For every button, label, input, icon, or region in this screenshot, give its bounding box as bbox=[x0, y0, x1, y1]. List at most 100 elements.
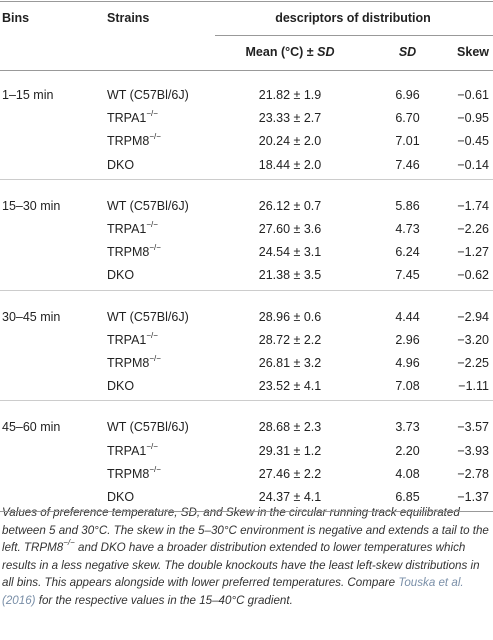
skew-cell: −3.93 bbox=[457, 443, 489, 458]
skew-cell: −1.74 bbox=[457, 198, 489, 213]
sd-cell: 6.96 bbox=[395, 88, 420, 102]
rule bbox=[0, 289, 493, 291]
skew-cell: −0.95 bbox=[457, 111, 489, 126]
header-cell: Mean (°C) ± SD bbox=[215, 44, 365, 60]
sd-cell: 6.70 bbox=[395, 111, 420, 126]
strain-name: DKO bbox=[107, 379, 135, 394]
strain-name: TRPM8 bbox=[107, 245, 150, 260]
strain-cell: TRPA1−/− bbox=[107, 221, 158, 237]
strain-sup: −/− bbox=[146, 220, 158, 229]
skew-cell: −3.57 bbox=[457, 420, 489, 435]
caption-link[interactable]: Touska et al. (2016) bbox=[2, 576, 464, 607]
strain-cell: WT (C57Bl/6J) bbox=[107, 419, 189, 435]
skew-cell: −2.26 bbox=[457, 222, 489, 236]
sd-cell: 7.08 bbox=[395, 379, 420, 394]
header-cell: Bins bbox=[2, 11, 30, 25]
strain-cell: DKO bbox=[107, 267, 134, 283]
strain-cell: DKO bbox=[107, 157, 134, 173]
sd-cell: 7.01 bbox=[395, 134, 420, 149]
strain-cell: WT (C57Bl/6J) bbox=[107, 309, 189, 325]
strain-name: WT (C57Bl/6J) bbox=[107, 420, 189, 435]
bin-cell: 30–45 min bbox=[2, 309, 61, 324]
sd-cell: 2.20 bbox=[395, 443, 420, 458]
caption-text: for the respective values in the 15–40°C… bbox=[35, 593, 293, 607]
skew-cell: −2.25 bbox=[457, 356, 489, 370]
mean-cell: 27.60 ± 3.6 bbox=[258, 222, 322, 236]
strain-name: WT (C57Bl/6J) bbox=[107, 309, 189, 324]
strain-sup: −/− bbox=[146, 330, 158, 340]
sd-cell: 3.73 bbox=[395, 420, 420, 435]
mean-cell: 28.96 ± 0.6 bbox=[258, 309, 322, 324]
sd-cell: 4.08 bbox=[395, 466, 420, 481]
strain-cell: TRPA1−/− bbox=[107, 110, 158, 126]
mean-cell: 23.52 ± 4.1 bbox=[258, 379, 322, 394]
mean-cell: 23.33 ± 2.7 bbox=[258, 111, 322, 126]
header-cell: descriptors of distribution bbox=[275, 11, 431, 25]
strain-name: WT (C57Bl/6J) bbox=[107, 88, 189, 102]
skew-cell: −2.78 bbox=[457, 466, 489, 481]
strain-cell: TRPM8−/− bbox=[107, 464, 161, 482]
rule bbox=[0, 400, 493, 402]
rule bbox=[0, 1, 493, 2]
mean-cell: 26.81 ± 3.2 bbox=[258, 356, 322, 370]
sd-cell: 4.96 bbox=[395, 356, 420, 370]
mean-cell: 27.46 ± 2.2 bbox=[258, 466, 322, 481]
strain-cell: TRPA1−/− bbox=[107, 330, 158, 348]
strain-name: TRPM8 bbox=[107, 134, 150, 149]
bin-cell: 45–60 min bbox=[2, 420, 61, 435]
skew-cell: −2.94 bbox=[457, 309, 489, 324]
strain-name: DKO bbox=[107, 268, 135, 283]
rule bbox=[0, 178, 493, 180]
mean-cell: 26.12 ± 0.7 bbox=[258, 198, 322, 213]
mean-cell: 28.68 ± 2.3 bbox=[258, 420, 322, 435]
sd-cell: 6.24 bbox=[395, 245, 420, 260]
mean-cell: 24.54 ± 3.1 bbox=[258, 245, 322, 260]
sd-cell: 7.45 bbox=[395, 268, 420, 283]
sd-cell: 6.85 bbox=[395, 490, 420, 504]
skew-cell: −1.27 bbox=[457, 245, 489, 260]
strain-cell: TRPM8−/− bbox=[107, 355, 161, 371]
skew-cell: −1.11 bbox=[458, 379, 489, 394]
caption-sup: −/− bbox=[63, 538, 75, 548]
strain-sup: −/− bbox=[149, 132, 161, 142]
header-cell: Strains bbox=[107, 11, 150, 25]
caption: Values of preference temperature, SD, an… bbox=[2, 504, 491, 610]
skew-cell: −1.37 bbox=[457, 490, 489, 504]
strain-cell: DKO bbox=[107, 378, 134, 394]
strain-cell: WT (C57Bl/6J) bbox=[107, 87, 189, 103]
skew-cell: −3.20 bbox=[457, 332, 489, 347]
sd-cell: 4.44 bbox=[395, 309, 420, 324]
mean-cell: 29.31 ± 1.2 bbox=[258, 443, 322, 458]
strain-cell: DKO bbox=[107, 489, 134, 505]
header-cell: Skew bbox=[457, 45, 489, 59]
strain-name: TRPA1 bbox=[107, 111, 147, 126]
caption-text: Values of preference temperature, SD, an… bbox=[2, 506, 489, 555]
strain-name: DKO bbox=[107, 157, 135, 172]
sd-cell: 5.86 bbox=[395, 198, 420, 213]
sd-cell: 7.46 bbox=[395, 157, 420, 172]
caption-text: and DKO have a broader distribution exte… bbox=[2, 541, 480, 590]
strain-sup: −/− bbox=[149, 464, 161, 474]
strain-sup: −/− bbox=[146, 441, 158, 451]
mean-cell: 28.72 ± 2.2 bbox=[258, 332, 322, 347]
bin-cell: 15–30 min bbox=[2, 198, 61, 213]
strain-name: TRPA1 bbox=[107, 443, 147, 458]
strain-name: DKO bbox=[107, 490, 135, 504]
rule bbox=[0, 511, 493, 513]
strain-cell: TRPM8−/− bbox=[107, 133, 161, 149]
header-cell: SD bbox=[398, 45, 417, 59]
skew-cell: −0.62 bbox=[457, 268, 489, 283]
skew-cell: −0.61 bbox=[457, 88, 489, 102]
mean-cell: 21.82 ± 1.9 bbox=[258, 88, 322, 102]
mean-cell: 20.24 ± 2.0 bbox=[258, 134, 322, 149]
sd-cell: 2.96 bbox=[395, 332, 420, 347]
strain-name: TRPA1 bbox=[107, 222, 147, 236]
bin-cell: 1–15 min bbox=[2, 88, 54, 102]
strain-sup: −/− bbox=[149, 354, 161, 363]
strain-cell: TRPM8−/− bbox=[107, 244, 161, 260]
strain-cell: TRPA1−/− bbox=[107, 441, 158, 459]
mean-cell: 24.37 ± 4.1 bbox=[258, 490, 322, 504]
header-text: SD bbox=[317, 45, 335, 59]
sd-cell: 4.73 bbox=[395, 222, 420, 236]
